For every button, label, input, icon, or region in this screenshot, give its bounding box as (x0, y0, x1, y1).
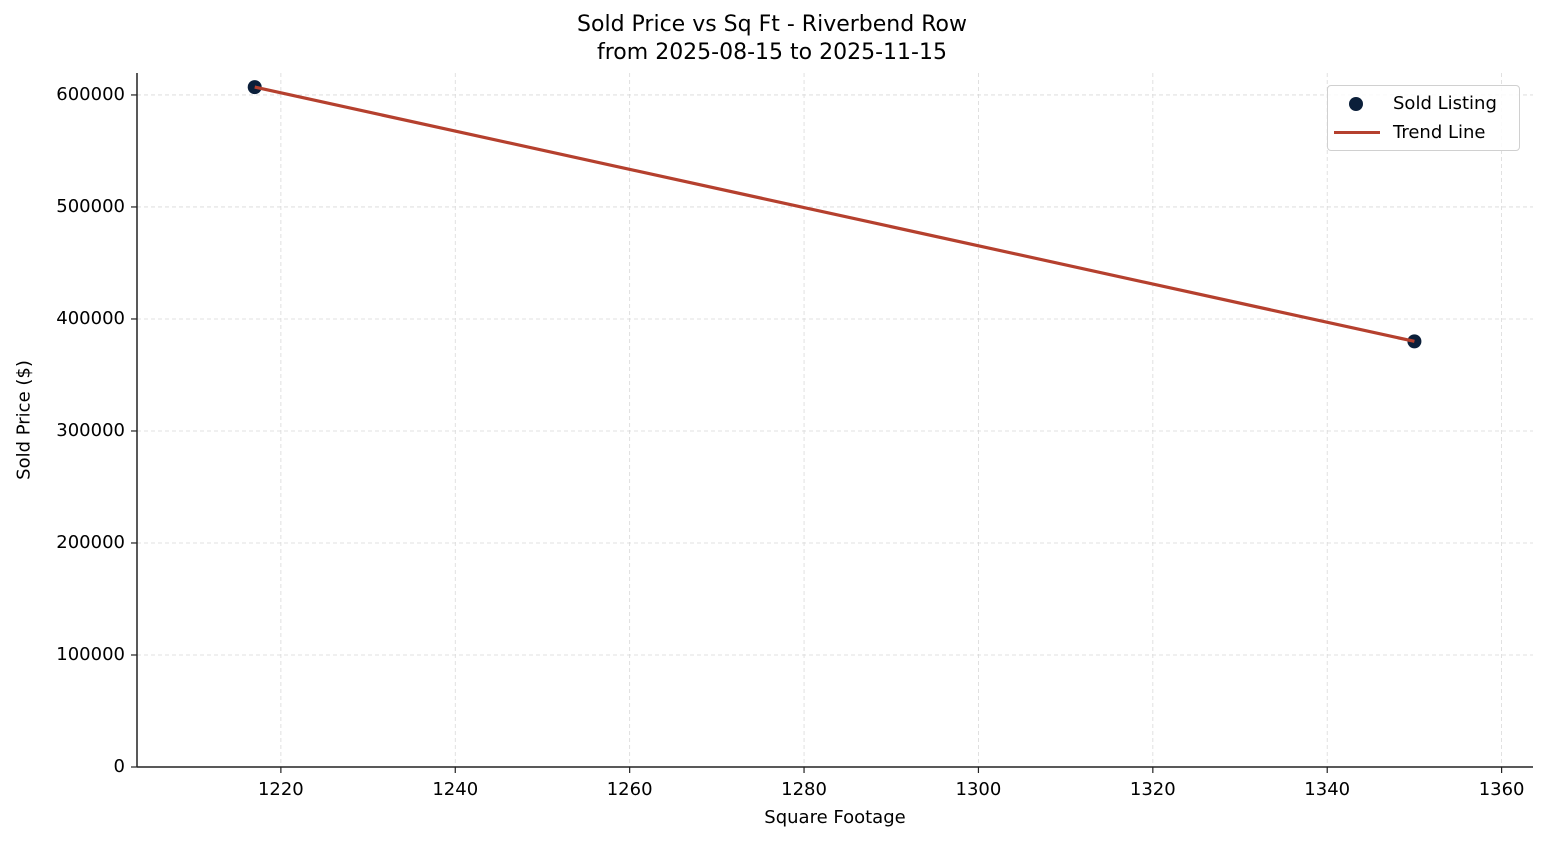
legend-item-sold-listing: Sold Listing (1328, 92, 1519, 116)
legend: Sold Listing Trend Line (1327, 85, 1520, 151)
y-tick-label: 100000 (56, 643, 125, 665)
x-tick-label: 1320 (1129, 779, 1176, 800)
y-axis-label: Sold Price ($) (13, 360, 35, 480)
y-tick-label: 400000 (56, 307, 125, 329)
y-tick-label: 600000 (56, 83, 125, 105)
chart-title-line1: Sold Price vs Sq Ft - Riverbend Row (577, 12, 967, 37)
legend-label: Trend Line (1393, 122, 1486, 143)
tick-marks (131, 94, 1503, 773)
y-tick-label: 0 (113, 756, 125, 777)
axes (136, 73, 1533, 768)
y-tick-label: 200000 (56, 531, 125, 553)
y-tick-label: 500000 (56, 195, 125, 217)
y-tick-label: 300000 (56, 419, 125, 441)
x-tick-label: 1260 (606, 779, 653, 800)
plot-area (247, 80, 1422, 349)
dot-marker-icon (1349, 97, 1363, 111)
x-tick-label: 1360 (1478, 779, 1525, 800)
x-tick-label: 1280 (781, 779, 827, 800)
x-tick-label: 1240 (432, 779, 479, 800)
x-axis-label: Square Footage (764, 807, 906, 828)
chart-title-line2: from 2025-08-15 to 2025-11-15 (597, 40, 947, 65)
line-marker-icon (1334, 131, 1380, 134)
legend-item-trend-line: Trend Line (1328, 121, 1519, 145)
x-tick-label: 1300 (955, 779, 1002, 800)
grid-lines (137, 73, 1533, 768)
legend-label: Sold Listing (1393, 93, 1497, 114)
x-tick-label: 1340 (1304, 779, 1351, 800)
x-tick-label: 1220 (257, 779, 304, 800)
trend-line (254, 85, 1415, 343)
